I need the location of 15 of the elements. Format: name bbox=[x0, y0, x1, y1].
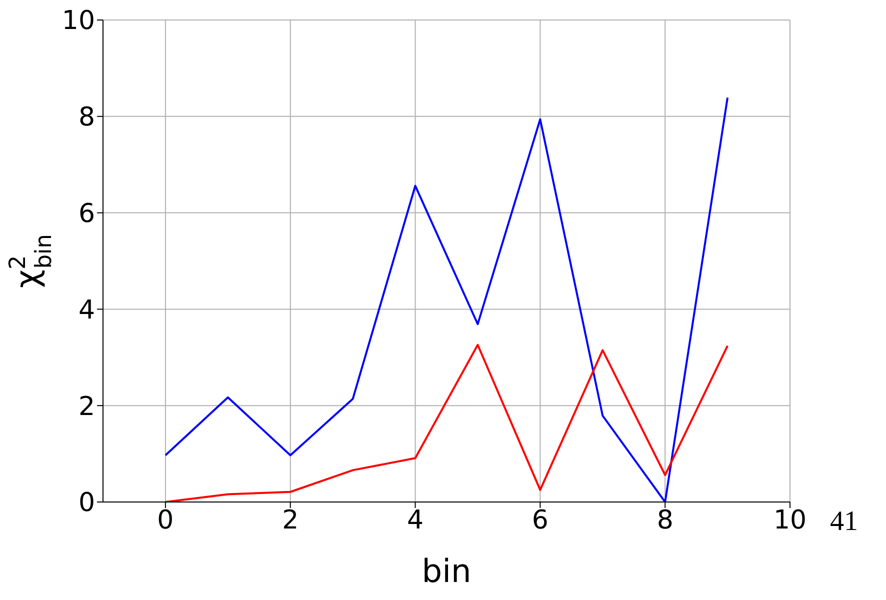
x-tick-label: 0 bbox=[157, 505, 174, 536]
text: 41 bbox=[830, 506, 858, 538]
y-tick-label: 2 bbox=[78, 392, 95, 422]
x-axis-title: bin bbox=[422, 552, 472, 590]
y-tick-label: 8 bbox=[78, 102, 95, 133]
line-series bbox=[164, 96, 729, 502]
x-tick-label: 8 bbox=[656, 505, 674, 536]
x-tick-label: 10 bbox=[773, 505, 807, 536]
y-tick-label: 4 bbox=[78, 295, 95, 326]
y-tick-label: 10 bbox=[62, 6, 95, 36]
y-tick-label: 6 bbox=[78, 199, 95, 230]
x-tick-label: 6 bbox=[532, 505, 548, 536]
x-tick-label: 4 bbox=[407, 505, 424, 536]
line-series bbox=[164, 344, 729, 502]
x-tick-label: 2 bbox=[282, 505, 299, 536]
